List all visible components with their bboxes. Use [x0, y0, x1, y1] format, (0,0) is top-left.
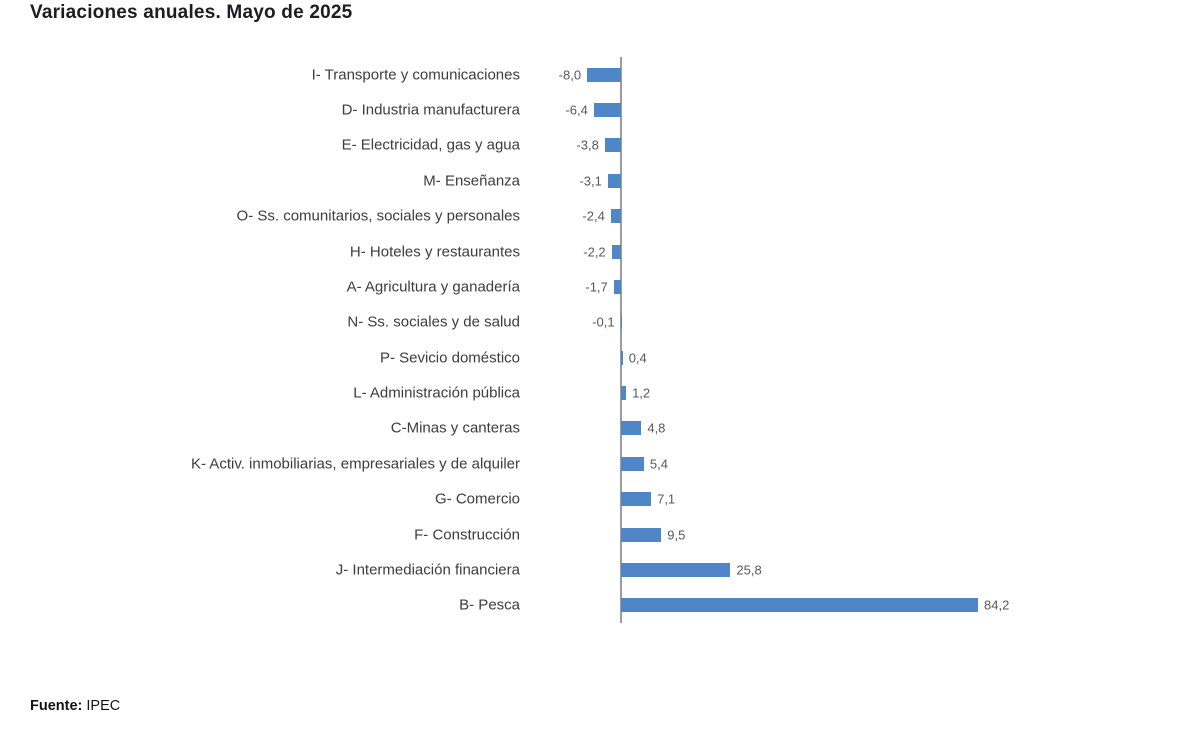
bar — [621, 562, 731, 577]
chart-row: B- Pesca 84,2 — [0, 588, 1200, 623]
bar — [587, 67, 621, 82]
chart-row: F- Construcción 9,5 — [0, 517, 1200, 552]
value-label: -2,2 — [583, 244, 606, 260]
chart-rows: I- Transporte y comunicaciones -8,0 D- Ind… — [0, 57, 1200, 623]
category-label: C-Minas y canteras — [390, 419, 520, 437]
chart-row: E- Electricidad, gas y agua -3,8 — [0, 128, 1200, 163]
value-label: -6,4 — [565, 102, 588, 118]
category-label: B- Pesca — [459, 596, 520, 614]
value-label: 1,2 — [632, 385, 651, 401]
value-label: -3,8 — [576, 137, 599, 153]
source-label: Fuente: — [30, 698, 83, 714]
axis-line — [620, 57, 622, 623]
page-title: Variaciones anuales. Mayo de 2025 — [30, 2, 353, 23]
bar — [607, 173, 621, 188]
value-label: 7,1 — [657, 491, 676, 507]
source-note: Fuente: IPEC — [30, 698, 120, 714]
source-value: IPEC — [86, 698, 121, 714]
category-label: L- Administración pública — [353, 384, 520, 402]
category-label: F- Construcción — [414, 526, 520, 544]
chart-row: G- Comercio 7,1 — [0, 482, 1200, 517]
bar — [621, 492, 652, 507]
chart-row: J- Intermediación financiera 25,8 — [0, 552, 1200, 587]
chart-row: K- Activ. inmobiliarias, empresariales y… — [0, 446, 1200, 481]
value-label: 5,4 — [649, 456, 668, 472]
bar — [621, 598, 978, 613]
bar — [611, 244, 621, 259]
category-label: N- Ss. sociales y de salud — [347, 313, 520, 331]
category-label: H- Hoteles y restaurantes — [349, 243, 520, 261]
chart-row: O- Ss. comunitarios, sociales y personal… — [0, 199, 1200, 234]
value-label: 0,4 — [628, 350, 647, 366]
chart-row: P- Sevicio doméstico 0,4 — [0, 340, 1200, 375]
chart-row: C-Minas y canteras 4,8 — [0, 411, 1200, 446]
bar — [621, 350, 623, 365]
value-label: 4,8 — [647, 420, 666, 436]
value-label: -1,7 — [585, 279, 608, 295]
category-label: G- Comercio — [434, 490, 520, 508]
bar — [621, 421, 642, 436]
bar — [621, 386, 627, 401]
bar — [593, 103, 621, 118]
category-label: I- Transporte y comunicaciones — [311, 66, 520, 84]
value-label: -2,4 — [582, 208, 605, 224]
category-label: D- Industria manufacturera — [341, 101, 520, 119]
bar — [621, 456, 644, 471]
category-label: K- Activ. inmobiliarias, empresariales y… — [190, 455, 520, 473]
category-label: O- Ss. comunitarios, sociales y personal… — [236, 207, 520, 225]
category-label: P- Sevicio doméstico — [379, 349, 520, 367]
chart-row: M- Enseñanza -3,1 — [0, 163, 1200, 198]
category-label: A- Agricultura y ganadería — [346, 278, 520, 296]
value-label: 25,8 — [736, 562, 762, 578]
chart-row: A- Agricultura y ganadería -1,7 — [0, 269, 1200, 304]
bar — [613, 279, 621, 294]
chart-row: L- Administración pública 1,2 — [0, 375, 1200, 410]
value-label: 84,2 — [984, 597, 1010, 613]
chart: I- Transporte y comunicaciones -8,0 D- Ind… — [0, 57, 1200, 623]
category-label: E- Electricidad, gas y agua — [341, 136, 520, 154]
value-label: -8,0 — [558, 67, 582, 83]
category-label: M- Enseñanza — [423, 172, 520, 190]
chart-row: D- Industria manufacturera -6,4 — [0, 92, 1200, 127]
value-label: 9,5 — [667, 527, 686, 543]
chart-row: N- Ss. sociales y de salud -0,1 — [0, 305, 1200, 340]
category-label: J- Intermediación financiera — [335, 561, 520, 579]
value-label: -0,1 — [592, 314, 615, 330]
bar — [604, 138, 621, 153]
chart-row: H- Hoteles y restaurantes -2,2 — [0, 234, 1200, 269]
bar — [621, 527, 662, 542]
value-label: -3,1 — [579, 173, 602, 189]
bar — [610, 209, 621, 224]
chart-row: I- Transporte y comunicaciones -8,0 — [0, 57, 1200, 92]
